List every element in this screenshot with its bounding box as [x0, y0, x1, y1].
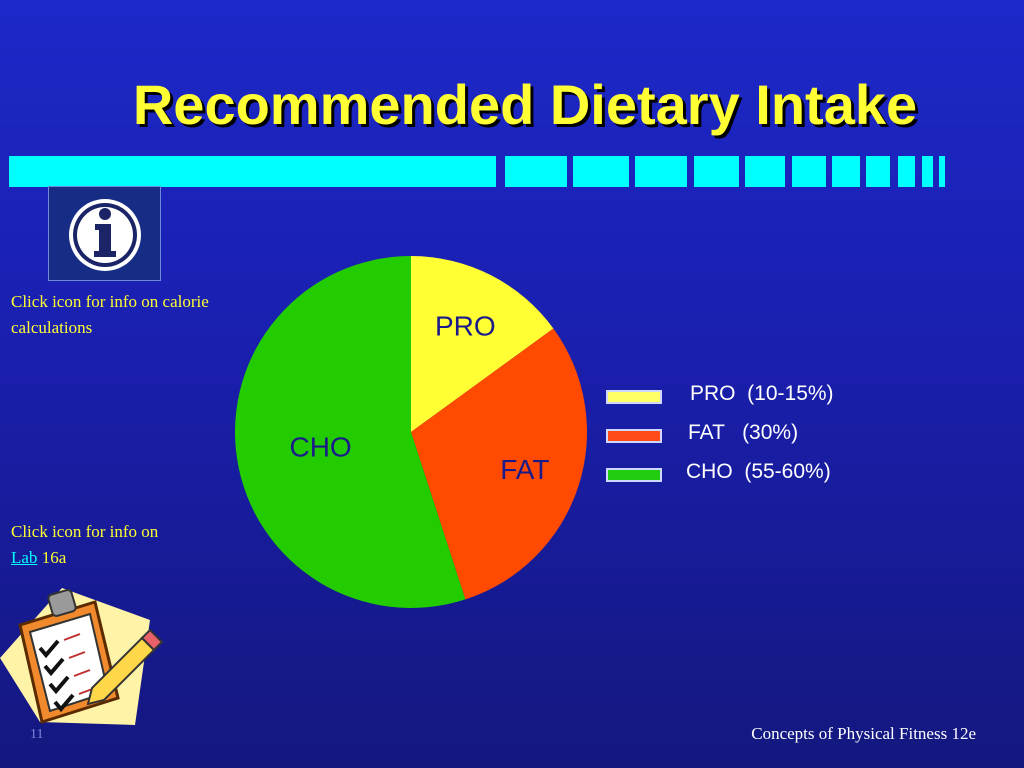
legend-swatch	[606, 468, 662, 482]
lab-note-suffix: 16a	[41, 548, 67, 567]
underline-segment	[866, 156, 890, 187]
pie-label-cho: CHO	[289, 431, 351, 462]
underline-segment	[635, 156, 687, 187]
slide-number: 11	[30, 727, 44, 742]
underline-segment	[745, 156, 785, 187]
info-note-text: Click icon for info on calorie calculati…	[11, 292, 209, 337]
underline-segment	[922, 156, 933, 187]
underline-bar	[9, 156, 496, 187]
underline-segment	[573, 156, 629, 187]
pie-slice-cho	[235, 256, 466, 608]
lab-note: Click icon for info on Lab 16a	[11, 519, 171, 571]
underline-segment	[832, 156, 860, 187]
legend-swatch	[606, 429, 662, 443]
underline-segment	[505, 156, 567, 187]
legend-label: FAT (30%)	[688, 421, 799, 444]
underline-segment	[939, 156, 945, 187]
lab-link[interactable]: Lab	[11, 548, 38, 567]
legend-label: CHO (55-60%)	[686, 460, 831, 483]
lab-note-text: Click icon for info on	[11, 522, 159, 541]
legend-label: PRO (10-15%)	[690, 382, 834, 405]
info-icon	[69, 199, 141, 271]
slide-title: Recommended Dietary Intake	[132, 73, 918, 136]
clipboard-button[interactable]	[0, 580, 175, 730]
underline-segment	[898, 156, 915, 187]
pie-label-pro: PRO	[435, 310, 496, 341]
footer-text: Concepts of Physical Fitness 12e	[751, 724, 976, 743]
legend-swatch	[606, 390, 662, 404]
pie-label-fat: FAT	[500, 454, 549, 485]
clipboard-checklist-icon	[0, 588, 164, 725]
info-note: Click icon for info on calorie calculati…	[11, 289, 231, 341]
pie-slice-fat	[411, 328, 587, 600]
pie-slice-pro	[411, 256, 554, 432]
underline-segment	[694, 156, 739, 187]
underline-segment	[792, 156, 826, 187]
info-button[interactable]	[48, 186, 161, 281]
